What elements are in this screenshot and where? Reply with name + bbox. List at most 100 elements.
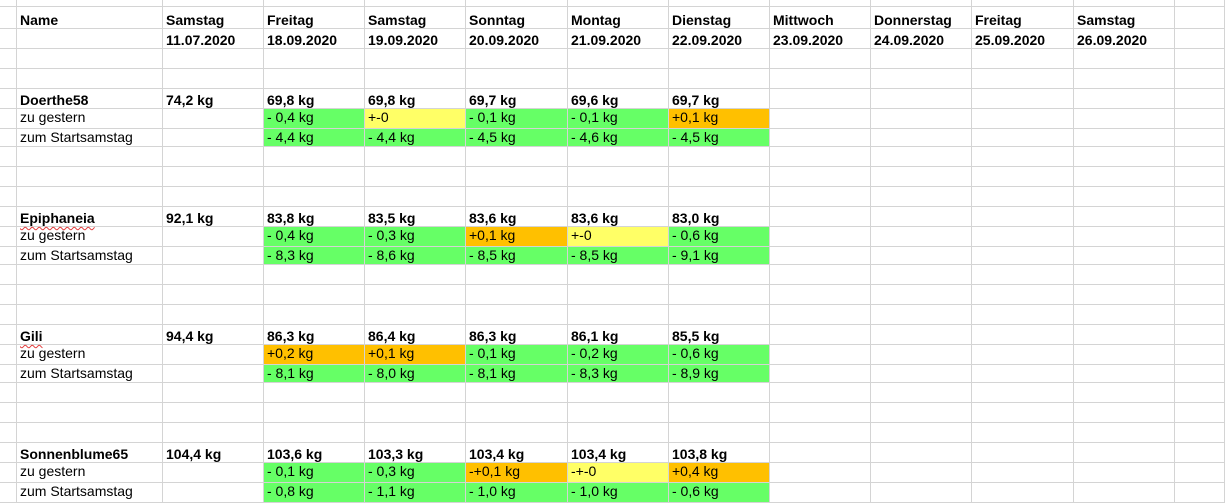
weight-cell[interactable]: 69,8 kg xyxy=(365,89,466,109)
diff-start-cell[interactable]: - 8,3 kg xyxy=(568,365,669,383)
grid-cell[interactable] xyxy=(871,423,972,443)
grid-cell[interactable] xyxy=(972,463,1074,483)
grid-cell[interactable] xyxy=(163,0,264,7)
diff-yesterday-cell[interactable]: +0,1 kg xyxy=(466,227,568,247)
grid-cell[interactable] xyxy=(17,403,163,423)
grid-cell[interactable] xyxy=(466,265,568,285)
diff-start-cell[interactable]: - 1,0 kg xyxy=(568,483,669,503)
grid-cell[interactable] xyxy=(1074,305,1175,325)
grid-cell[interactable] xyxy=(1074,0,1175,7)
grid-cell[interactable] xyxy=(1175,365,1225,383)
header-day[interactable]: Freitag xyxy=(264,7,365,29)
diff-yesterday-cell[interactable]: - 0,6 kg xyxy=(669,345,770,365)
grid-cell[interactable] xyxy=(871,443,972,463)
diff-yesterday-cell[interactable]: +0,4 kg xyxy=(669,463,770,483)
grid-cell[interactable] xyxy=(0,443,17,463)
grid-cell[interactable] xyxy=(669,423,770,443)
grid-cell[interactable] xyxy=(770,325,871,345)
grid-cell[interactable] xyxy=(1074,285,1175,305)
grid-cell[interactable] xyxy=(17,187,163,207)
grid-cell[interactable] xyxy=(1175,483,1225,503)
grid-cell[interactable] xyxy=(770,247,871,265)
grid-cell[interactable] xyxy=(466,147,568,167)
grid-cell[interactable] xyxy=(770,207,871,227)
grid-cell[interactable] xyxy=(669,49,770,69)
grid-cell[interactable] xyxy=(0,0,17,7)
grid-cell[interactable] xyxy=(669,285,770,305)
grid-cell[interactable] xyxy=(871,483,972,503)
grid-cell[interactable] xyxy=(871,187,972,207)
grid-cell[interactable] xyxy=(568,49,669,69)
grid-cell[interactable] xyxy=(1175,207,1225,227)
grid-cell[interactable] xyxy=(568,187,669,207)
grid-cell[interactable] xyxy=(770,265,871,285)
grid-cell[interactable] xyxy=(972,247,1074,265)
grid-cell[interactable] xyxy=(972,129,1074,147)
grid-cell[interactable] xyxy=(365,423,466,443)
diff-yesterday-cell[interactable]: +0,1 kg xyxy=(365,345,466,365)
grid-cell[interactable] xyxy=(770,109,871,129)
grid-cell[interactable] xyxy=(17,69,163,89)
weight-cell[interactable]: 83,0 kg xyxy=(669,207,770,227)
grid-cell[interactable] xyxy=(871,89,972,109)
diff-start-cell[interactable]: - 9,1 kg xyxy=(669,247,770,265)
grid-cell[interactable] xyxy=(466,403,568,423)
diff-start-cell[interactable]: - 4,4 kg xyxy=(365,129,466,147)
grid-cell[interactable] xyxy=(1175,129,1225,147)
grid-cell[interactable] xyxy=(1074,483,1175,503)
grid-cell[interactable] xyxy=(972,265,1074,285)
grid-cell[interactable] xyxy=(466,187,568,207)
grid-cell[interactable] xyxy=(0,383,17,403)
grid-cell[interactable] xyxy=(669,403,770,423)
weight-cell[interactable]: 69,7 kg xyxy=(466,89,568,109)
grid-cell[interactable] xyxy=(1074,345,1175,365)
grid-cell[interactable] xyxy=(1074,129,1175,147)
grid-cell[interactable] xyxy=(0,423,17,443)
grid-cell[interactable] xyxy=(972,167,1074,187)
grid-cell[interactable] xyxy=(163,285,264,305)
weight-cell[interactable]: 83,6 kg xyxy=(568,207,669,227)
grid-cell[interactable] xyxy=(0,365,17,383)
grid-cell[interactable] xyxy=(1175,265,1225,285)
grid-cell[interactable] xyxy=(1074,187,1175,207)
grid-cell[interactable] xyxy=(871,69,972,89)
grid-cell[interactable] xyxy=(365,147,466,167)
grid-cell[interactable] xyxy=(163,129,264,147)
weight-cell[interactable]: 69,6 kg xyxy=(568,89,669,109)
weight-cell[interactable]: 83,5 kg xyxy=(365,207,466,227)
grid-cell[interactable] xyxy=(972,147,1074,167)
grid-cell[interactable] xyxy=(770,365,871,383)
header-date[interactable]: 18.09.2020 xyxy=(264,29,365,49)
grid-cell[interactable] xyxy=(264,383,365,403)
grid-cell[interactable] xyxy=(163,345,264,365)
diff-yesterday-cell[interactable]: +-0 xyxy=(365,109,466,129)
grid-cell[interactable] xyxy=(972,89,1074,109)
diff-yesterday-cell[interactable]: - 0,1 kg xyxy=(264,463,365,483)
header-date[interactable]: 21.09.2020 xyxy=(568,29,669,49)
grid-cell[interactable] xyxy=(1074,147,1175,167)
grid-cell[interactable] xyxy=(163,305,264,325)
grid-cell[interactable] xyxy=(1074,109,1175,129)
grid-cell[interactable] xyxy=(1074,207,1175,227)
grid-cell[interactable] xyxy=(0,305,17,325)
grid-cell[interactable] xyxy=(365,383,466,403)
grid-cell[interactable] xyxy=(568,167,669,187)
grid-cell[interactable] xyxy=(0,89,17,109)
grid-cell[interactable] xyxy=(1175,0,1225,7)
grid-cell[interactable] xyxy=(1175,325,1225,345)
row-label-to-start[interactable]: zum Startsamstag xyxy=(17,365,163,383)
grid-cell[interactable] xyxy=(770,483,871,503)
diff-yesterday-cell[interactable]: - 0,1 kg xyxy=(568,109,669,129)
grid-cell[interactable] xyxy=(163,227,264,247)
row-label-to-start[interactable]: zum Startsamstag xyxy=(17,247,163,265)
weight-cell[interactable]: 86,3 kg xyxy=(264,325,365,345)
grid-cell[interactable] xyxy=(871,109,972,129)
grid-cell[interactable] xyxy=(770,403,871,423)
grid-cell[interactable] xyxy=(163,147,264,167)
grid-cell[interactable] xyxy=(770,167,871,187)
grid-cell[interactable] xyxy=(163,187,264,207)
grid-cell[interactable] xyxy=(1074,423,1175,443)
grid-cell[interactable] xyxy=(1175,443,1225,463)
grid-cell[interactable] xyxy=(1074,167,1175,187)
diff-yesterday-cell[interactable]: - 0,4 kg xyxy=(264,227,365,247)
